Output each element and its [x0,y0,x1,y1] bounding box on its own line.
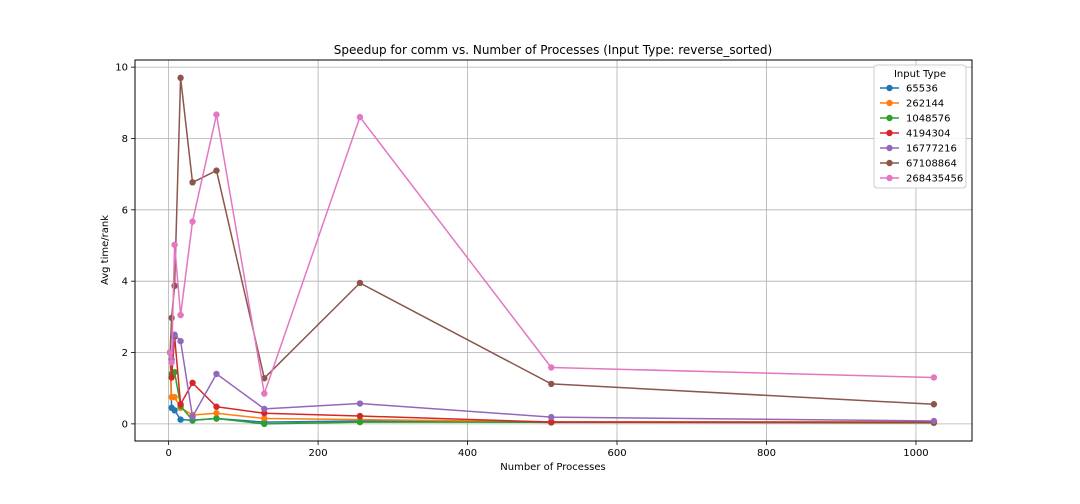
data-point [168,359,175,366]
data-point [356,400,364,407]
data-point [177,416,184,423]
chart-title: Speedup for comm vs. Number of Processes… [334,43,772,57]
data-point [168,374,175,381]
legend-entry: 65536 [880,84,938,95]
legend-label: 268435456 [906,174,963,185]
legend-entry: 262144 [880,99,944,110]
data-point [356,412,364,420]
data-point [930,401,938,408]
x-tick-label: 200 [309,448,328,459]
x-tick-label: 800 [757,448,776,459]
x-tick-label: 600 [607,448,626,459]
y-tick-label: 2 [122,348,128,359]
data-point [171,393,178,401]
data-point [177,337,184,345]
data-point [213,403,220,410]
x-tick-label: 1000 [903,448,928,459]
legend-label: 16777216 [906,144,957,155]
series-268435456 [166,111,938,397]
legend-label: 67108864 [906,159,957,170]
data-point [177,311,184,319]
legend-label: 4194304 [906,129,951,140]
legend-entry: 67108864 [880,159,957,170]
data-point [356,279,364,287]
grid [135,60,972,441]
legend: Input Type 65536 262144 1048576 4194304 1677… [873,64,967,189]
legend-swatch-marker [886,99,893,107]
data-point [177,401,184,408]
series-line [169,333,934,422]
legend-entries: 65536 262144 1048576 4194304 16777216 6710886… [880,84,963,185]
data-point [189,379,196,387]
x-tick-label: 0 [165,448,171,459]
data-point [166,349,174,356]
x-tick-label: 400 [458,448,477,459]
legend-entry: 16777216 [880,144,957,155]
ticks: 0 200 400 600 800 1000 0 2 4 6 8 10 [115,63,928,459]
y-tick-label: 4 [122,277,128,288]
data-point [548,413,555,421]
data-point [261,415,268,422]
data-point [213,111,220,118]
data-point [548,364,555,371]
data-point [189,218,196,225]
data-point [548,418,555,426]
data-point [171,407,178,414]
data-point [171,282,178,290]
legend-swatch-marker [886,159,893,167]
legend-swatch-marker [886,129,893,137]
series-layer [166,74,938,428]
y-axis-label: Avg time/rank [100,215,111,285]
legend-entry: 4194304 [880,129,951,140]
data-point [356,418,364,426]
y-tick-label: 6 [122,205,128,216]
data-point [356,113,364,121]
data-point [213,415,220,422]
legend-swatch-marker [886,84,893,92]
data-point [189,179,196,186]
data-point [171,368,178,376]
legend-title: Input Type [894,69,946,80]
data-point [930,417,938,425]
y-tick-label: 0 [122,419,128,430]
data-point [213,167,220,174]
legend-label: 1048576 [906,114,951,125]
data-point [168,314,175,322]
data-point [261,405,268,413]
data-point [930,374,938,381]
legend-swatch-marker [886,114,893,122]
data-point [177,74,184,82]
legend-entry: 268435456 [880,174,963,185]
data-point [189,413,196,420]
legend-label: 262144 [906,99,944,110]
data-point [261,390,268,397]
y-tick-label: 10 [115,63,128,74]
x-axis-label: Number of Processes [500,462,605,473]
legend-swatch-marker [886,174,893,182]
y-tick-label: 8 [122,134,128,145]
series-line [169,113,934,395]
legend-entry: 1048576 [880,114,951,125]
plot-frame [134,59,973,442]
data-point [261,420,268,428]
data-point [548,380,555,388]
data-point [171,241,178,248]
data-point [213,370,220,378]
legend-label: 65536 [906,84,938,95]
data-point [213,409,220,417]
legend-box [873,64,967,189]
legend-swatch-marker [886,144,893,152]
